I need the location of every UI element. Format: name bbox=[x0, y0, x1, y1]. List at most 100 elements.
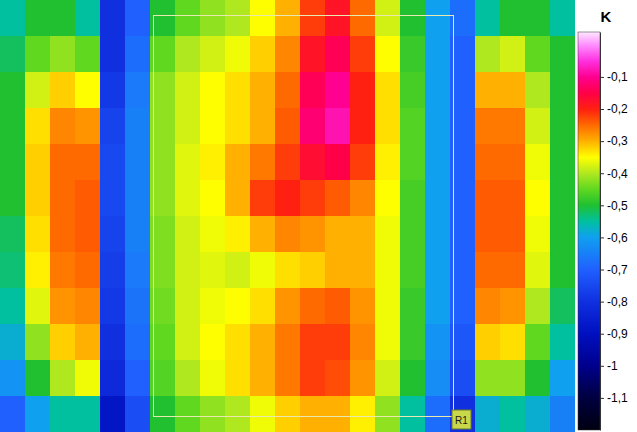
heat-cell bbox=[350, 360, 376, 397]
heat-cell bbox=[75, 216, 101, 253]
heat-cell bbox=[350, 108, 376, 145]
heat-cell bbox=[225, 180, 251, 217]
heat-cell bbox=[425, 144, 451, 181]
heat-cell bbox=[350, 144, 376, 181]
heat-cell bbox=[350, 72, 376, 109]
heat-cell bbox=[550, 360, 575, 397]
colorbar-tick-label: -0,4 bbox=[607, 167, 628, 181]
heat-cell bbox=[75, 396, 101, 432]
heat-cell bbox=[400, 288, 426, 325]
heat-cell bbox=[0, 72, 26, 109]
heat-cell bbox=[525, 72, 551, 109]
heat-cell bbox=[325, 360, 351, 397]
heat-cell bbox=[100, 396, 126, 432]
heat-cell bbox=[400, 108, 426, 145]
heat-cell bbox=[550, 0, 575, 37]
heat-cell bbox=[250, 0, 276, 37]
colorbar-tick: -0,3 bbox=[600, 134, 628, 148]
colorbar-tick-label: -0,9 bbox=[607, 327, 628, 341]
heat-cell bbox=[525, 288, 551, 325]
heat-cell bbox=[300, 324, 326, 361]
heatmap bbox=[0, 0, 575, 432]
heat-cell bbox=[550, 324, 575, 361]
heat-cell bbox=[500, 72, 526, 109]
heat-cell bbox=[0, 216, 26, 253]
colorbar-tick: -0,5 bbox=[600, 199, 628, 213]
heat-cell bbox=[175, 360, 201, 397]
heat-cell bbox=[325, 180, 351, 217]
roi-tag bbox=[452, 410, 471, 429]
colorbar-tick-mark bbox=[600, 366, 604, 367]
heat-cell bbox=[25, 396, 51, 432]
heat-cell bbox=[225, 144, 251, 181]
heat-cell bbox=[0, 324, 26, 361]
heat-cell bbox=[475, 36, 501, 73]
colorbar-tick-mark bbox=[600, 270, 604, 271]
heat-cell bbox=[225, 0, 251, 37]
heat-cell bbox=[0, 396, 26, 432]
heat-cell bbox=[525, 324, 551, 361]
heat-cell bbox=[25, 324, 51, 361]
heat-cell bbox=[100, 72, 126, 109]
heat-cell bbox=[200, 108, 226, 145]
heat-cell bbox=[550, 288, 575, 325]
heat-cell bbox=[175, 0, 201, 37]
heat-cell bbox=[300, 396, 326, 432]
heat-cell bbox=[200, 36, 226, 73]
heat-cell bbox=[325, 36, 351, 73]
heat-cell bbox=[475, 0, 501, 37]
heat-cell bbox=[300, 36, 326, 73]
heat-cell bbox=[100, 288, 126, 325]
heat-cell bbox=[200, 396, 226, 432]
heat-cell bbox=[500, 0, 526, 37]
heat-cell bbox=[175, 396, 201, 432]
heat-cell bbox=[50, 396, 76, 432]
heat-cell bbox=[375, 396, 401, 432]
heat-cell bbox=[25, 108, 51, 145]
heat-cell bbox=[75, 72, 101, 109]
heat-cell bbox=[250, 288, 276, 325]
heat-cell bbox=[75, 0, 101, 37]
heat-cell bbox=[325, 324, 351, 361]
heat-cell bbox=[25, 36, 51, 73]
colorbar-tick: -1 bbox=[600, 359, 618, 373]
heat-cell bbox=[525, 216, 551, 253]
heat-cell bbox=[550, 252, 575, 289]
heat-cell bbox=[375, 288, 401, 325]
heat-cell bbox=[200, 144, 226, 181]
heat-cell bbox=[175, 288, 201, 325]
heat-cell bbox=[200, 324, 226, 361]
heat-cell bbox=[275, 180, 301, 217]
heat-cell bbox=[375, 360, 401, 397]
heat-cell bbox=[550, 216, 575, 253]
heat-cell bbox=[425, 288, 451, 325]
heat-cell bbox=[425, 180, 451, 217]
heat-cell bbox=[50, 72, 76, 109]
heat-cell bbox=[475, 216, 501, 253]
colorbar-tick: -0,6 bbox=[600, 231, 628, 245]
heat-cell bbox=[350, 396, 376, 432]
heat-cell bbox=[500, 252, 526, 289]
heat-cell bbox=[275, 0, 301, 37]
heat-cell bbox=[300, 252, 326, 289]
heat-cell bbox=[400, 252, 426, 289]
colorbar-tick: -0,7 bbox=[600, 263, 628, 277]
heat-cell bbox=[250, 144, 276, 181]
heat-cell bbox=[500, 288, 526, 325]
heat-cell bbox=[75, 252, 101, 289]
heat-cell bbox=[250, 252, 276, 289]
heat-cell bbox=[50, 324, 76, 361]
colorbar-panel bbox=[575, 0, 637, 432]
heat-cell bbox=[325, 72, 351, 109]
heat-cell bbox=[475, 108, 501, 145]
colorbar-tick-mark bbox=[600, 141, 604, 142]
heat-cell bbox=[550, 108, 575, 145]
heat-cell bbox=[0, 360, 26, 397]
heat-cell bbox=[200, 288, 226, 325]
roi-frame bbox=[154, 16, 454, 417]
heat-cell bbox=[525, 108, 551, 145]
heat-cell bbox=[550, 144, 575, 181]
heat-cell bbox=[500, 108, 526, 145]
heat-cell bbox=[550, 180, 575, 217]
heat-cell bbox=[100, 36, 126, 73]
